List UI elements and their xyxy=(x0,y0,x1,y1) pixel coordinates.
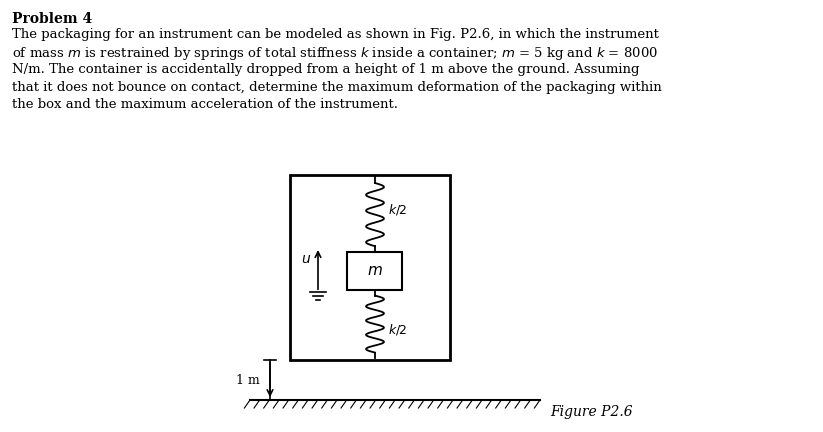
Text: Problem 4: Problem 4 xyxy=(12,12,92,26)
Text: that it does not bounce on contact, determine the maximum deformation of the pac: that it does not bounce on contact, dete… xyxy=(12,80,662,93)
Text: Figure P2.6: Figure P2.6 xyxy=(550,405,633,419)
Text: $k/2$: $k/2$ xyxy=(388,202,407,217)
Text: N/m. The container is accidentally dropped from a height of 1 m above the ground: N/m. The container is accidentally dropp… xyxy=(12,63,639,76)
Text: $m$: $m$ xyxy=(367,264,383,278)
Bar xyxy=(347,252,402,290)
Text: the box and the maximum acceleration of the instrument.: the box and the maximum acceleration of … xyxy=(12,98,398,111)
Text: 1 m: 1 m xyxy=(236,374,260,387)
Text: $k/2$: $k/2$ xyxy=(388,321,407,337)
Bar xyxy=(290,175,450,360)
Text: of mass $m$ is restrained by springs of total stiffness $k$ inside a container; : of mass $m$ is restrained by springs of … xyxy=(12,45,658,63)
Text: $u$: $u$ xyxy=(301,252,311,266)
Text: The packaging for an instrument can be modeled as shown in Fig. P2.6, in which t: The packaging for an instrument can be m… xyxy=(12,28,659,41)
